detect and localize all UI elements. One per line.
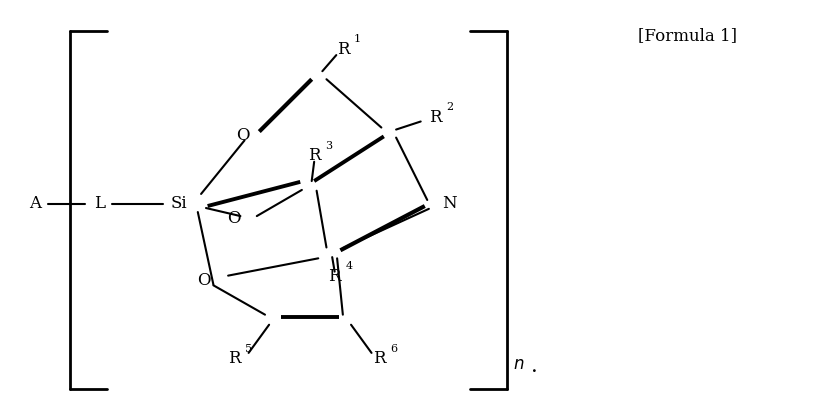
Text: O: O bbox=[197, 272, 210, 289]
Text: R: R bbox=[328, 268, 341, 285]
Text: [Formula 1]: [Formula 1] bbox=[638, 27, 737, 44]
Text: 4: 4 bbox=[346, 262, 352, 271]
Text: R: R bbox=[228, 350, 240, 368]
Text: O: O bbox=[236, 127, 250, 144]
Text: R: R bbox=[429, 109, 441, 126]
Text: R: R bbox=[337, 40, 349, 58]
Text: .: . bbox=[531, 357, 538, 377]
Text: O: O bbox=[227, 210, 241, 226]
Text: R: R bbox=[374, 350, 386, 368]
Text: R: R bbox=[308, 147, 320, 164]
Text: L: L bbox=[94, 195, 105, 213]
Text: $n$: $n$ bbox=[513, 357, 525, 373]
Text: 3: 3 bbox=[325, 141, 332, 151]
Text: N: N bbox=[442, 195, 457, 213]
Text: Si: Si bbox=[171, 195, 187, 213]
Text: 5: 5 bbox=[244, 344, 252, 354]
Text: A: A bbox=[30, 195, 41, 213]
Text: 2: 2 bbox=[446, 102, 453, 113]
Text: 6: 6 bbox=[390, 344, 398, 354]
Text: 1: 1 bbox=[353, 34, 361, 44]
